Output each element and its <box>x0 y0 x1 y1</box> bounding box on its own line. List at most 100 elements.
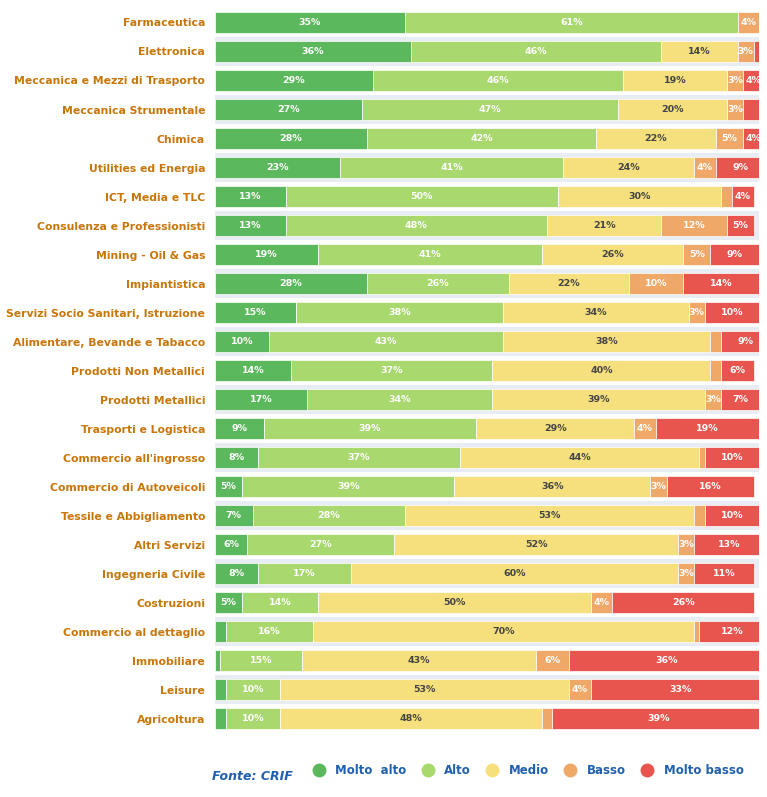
Bar <box>215 37 759 66</box>
Bar <box>215 331 269 352</box>
Bar <box>694 621 700 642</box>
Bar <box>705 505 759 526</box>
Bar <box>617 99 726 120</box>
Bar <box>678 563 694 584</box>
Bar <box>568 650 765 671</box>
Text: 3%: 3% <box>727 76 742 85</box>
Text: 9%: 9% <box>232 424 247 433</box>
Bar <box>612 592 754 613</box>
Bar <box>253 505 405 526</box>
Text: 38%: 38% <box>595 337 618 346</box>
Text: 19%: 19% <box>663 76 686 85</box>
Text: 33%: 33% <box>669 685 692 694</box>
Text: 8%: 8% <box>229 569 245 578</box>
Text: 10%: 10% <box>721 511 743 520</box>
Text: 9%: 9% <box>727 250 742 259</box>
Text: 30%: 30% <box>628 192 650 201</box>
Bar <box>492 360 710 381</box>
Text: 70%: 70% <box>492 627 515 636</box>
Text: 41%: 41% <box>440 163 463 172</box>
Bar <box>258 563 351 584</box>
Bar <box>700 447 705 468</box>
Bar <box>215 389 308 410</box>
Text: 3%: 3% <box>727 105 742 114</box>
Text: Fonte: CRIF: Fonte: CRIF <box>212 770 293 783</box>
Bar <box>678 534 694 556</box>
Bar <box>215 356 759 385</box>
Bar <box>225 709 280 729</box>
Bar <box>215 124 759 153</box>
Bar <box>476 418 634 439</box>
Bar <box>258 447 460 468</box>
Bar <box>269 331 503 352</box>
Text: 26%: 26% <box>672 599 694 607</box>
Text: 10%: 10% <box>231 337 253 346</box>
Bar <box>454 476 650 497</box>
Bar <box>215 99 362 120</box>
Bar <box>215 215 285 236</box>
Bar <box>694 505 705 526</box>
Bar <box>215 679 225 701</box>
Bar <box>215 12 405 33</box>
Bar <box>373 70 623 91</box>
Text: 34%: 34% <box>584 308 607 317</box>
Bar <box>340 157 563 178</box>
Text: 4%: 4% <box>735 192 751 201</box>
Bar <box>215 418 264 439</box>
Bar <box>405 505 694 526</box>
Bar <box>280 679 569 701</box>
Bar <box>656 418 759 439</box>
Bar <box>710 360 721 381</box>
Bar <box>721 389 759 410</box>
Bar <box>215 8 759 37</box>
Bar <box>242 592 318 613</box>
Bar <box>738 12 759 33</box>
Bar <box>705 389 721 410</box>
Text: 19%: 19% <box>255 250 278 259</box>
Bar <box>225 679 280 701</box>
Text: 21%: 21% <box>593 221 615 230</box>
Bar <box>215 414 759 443</box>
Bar <box>591 592 612 613</box>
Text: 10%: 10% <box>721 308 743 317</box>
Bar <box>721 186 732 207</box>
Bar <box>215 244 318 265</box>
Bar <box>313 621 694 642</box>
Bar <box>689 302 705 323</box>
Text: 8%: 8% <box>229 453 245 462</box>
Text: 50%: 50% <box>443 599 466 607</box>
Bar <box>215 269 759 298</box>
Bar <box>705 447 759 468</box>
Bar <box>623 70 726 91</box>
Text: 42%: 42% <box>470 134 493 143</box>
Bar <box>721 331 767 352</box>
Bar <box>215 66 759 95</box>
Bar <box>509 273 629 294</box>
Text: 53%: 53% <box>538 511 561 520</box>
Text: 10%: 10% <box>242 714 264 723</box>
Text: 61%: 61% <box>560 18 583 27</box>
Bar <box>215 327 759 356</box>
Bar <box>215 128 367 149</box>
Legend: Molto  alto, Alto, Medio, Basso, Molto basso: Molto alto, Alto, Medio, Basso, Molto ba… <box>302 760 749 782</box>
Bar <box>215 360 291 381</box>
Bar <box>683 273 759 294</box>
Text: 4%: 4% <box>746 76 762 85</box>
Bar <box>394 534 678 556</box>
Bar <box>732 186 754 207</box>
Bar <box>215 70 373 91</box>
Bar <box>547 215 661 236</box>
Text: 50%: 50% <box>410 192 433 201</box>
Text: 13%: 13% <box>239 192 262 201</box>
Bar <box>694 534 765 556</box>
Text: 6%: 6% <box>729 366 746 375</box>
Bar <box>492 389 705 410</box>
Text: 17%: 17% <box>250 395 272 404</box>
Bar <box>629 273 683 294</box>
Bar <box>367 128 596 149</box>
Text: 26%: 26% <box>426 279 449 288</box>
Text: 48%: 48% <box>405 221 428 230</box>
Bar <box>362 99 617 120</box>
Text: 7%: 7% <box>225 511 242 520</box>
Text: 60%: 60% <box>503 569 525 578</box>
